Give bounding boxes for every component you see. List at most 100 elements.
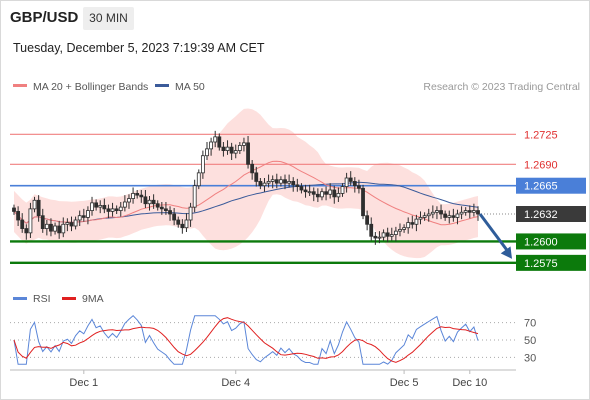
candle-body [221,146,226,151]
candle-body [122,201,127,208]
candle-body [270,179,275,182]
candle-body [451,215,456,218]
candle-body [463,210,468,213]
candle-body [81,215,86,218]
last-price-badge-bg [516,206,586,222]
resistance-label-1.2690: 1.2690 [524,159,558,171]
candle-body [200,155,205,174]
candle-body [192,185,197,208]
candle-body [315,193,320,198]
rsi-ma-legend-label: 9MA [82,293,104,305]
candle-body [57,225,62,234]
x-tick-label: Dec 1 [69,377,98,389]
candle-body [28,208,33,234]
candle-body [114,208,119,211]
candle-body [44,223,49,229]
ma20-line [13,160,479,226]
candle-body [242,142,246,146]
ma50-legend-swatch [155,84,169,87]
candle-body [225,146,230,151]
candle-body [77,215,82,221]
candle-body [32,199,37,210]
rsi-legend-swatch [13,297,27,300]
candle-body [233,150,238,154]
candle-body [283,179,287,184]
candle-body [348,177,353,182]
candle-body [389,234,394,237]
candle-body [369,223,374,237]
candle-body [237,145,242,151]
support-label-1.2600: 1.2600 [524,236,558,248]
candle-body [213,136,218,143]
rsi-tick-30: 30 [524,352,536,364]
forecast-arrow-shaft [478,213,511,254]
candle-body [447,215,452,218]
candle-body [381,232,386,238]
candle-body [176,219,181,225]
symbol-title: GBP/USD [10,9,79,26]
rsi-ma-legend-swatch [62,297,76,300]
rsi-ma-line [13,317,479,363]
candle-body [12,207,16,212]
candle-body [422,215,427,218]
x-tick-label: Dec 10 [452,377,487,389]
candle-body [53,225,57,232]
candle-body [439,210,443,215]
candle-body [209,141,213,150]
candle-body [266,181,271,184]
candle-body [398,229,402,232]
moving-averages [13,160,479,226]
rsi-legend-label: RSI [33,293,51,305]
candle-body [159,206,164,210]
candle-body [36,199,41,217]
candle-body [340,186,345,194]
candle-body [307,191,312,194]
candle-body [414,218,419,225]
candle-body [49,223,53,232]
candle-body [217,136,222,148]
candle-body [40,215,45,229]
candle-body [426,213,431,217]
candle-body [61,223,66,234]
candle-body [196,172,201,187]
candle-body [258,181,263,187]
support-label-1.2575: 1.2575 [524,258,558,270]
candle-body [430,211,435,215]
forecast-arrow [478,213,512,259]
support-badge-1.2575: 1.2575 [516,254,586,271]
candle-body [188,206,193,221]
candle-body [320,191,324,198]
x-tick-label: Dec 5 [390,377,419,389]
candle-body [94,202,99,208]
resistance-label-1.2725: 1.2725 [524,129,558,141]
candle-body [16,211,21,221]
candle-body [139,194,144,198]
candle-body [344,177,349,187]
candle-body [180,223,185,229]
candle-body [410,222,415,225]
candle-body [435,210,439,213]
candle-body [443,213,448,218]
timeframe-button[interactable]: 30 MIN [83,7,134,30]
candle-body [467,210,472,213]
candle-body [172,213,177,221]
bollinger-band-fill [14,108,478,259]
candle-body [365,215,370,225]
level-labels: 1.2725 1.2690 1.2665 1.2632 1.2600 1.2575 [516,129,586,271]
candle-body [303,189,308,193]
candle-body [455,213,460,218]
candlesticks [12,130,480,245]
timestamp: Tuesday, December 5, 2023 7:19:39 AM CET [13,41,265,55]
last-price-label: 1.2632 [524,209,558,221]
candle-body [471,210,476,213]
candle-body [299,186,304,191]
candle-body [295,184,300,187]
candle-body [332,189,337,198]
x-tick-label: Dec 4 [221,377,250,389]
candle-body [291,181,296,186]
candle-body [393,230,398,235]
ma50-legend-label: MA 50 [175,81,205,93]
support-badge-1.2600: 1.2600 [516,233,586,250]
candle-body [106,208,111,212]
